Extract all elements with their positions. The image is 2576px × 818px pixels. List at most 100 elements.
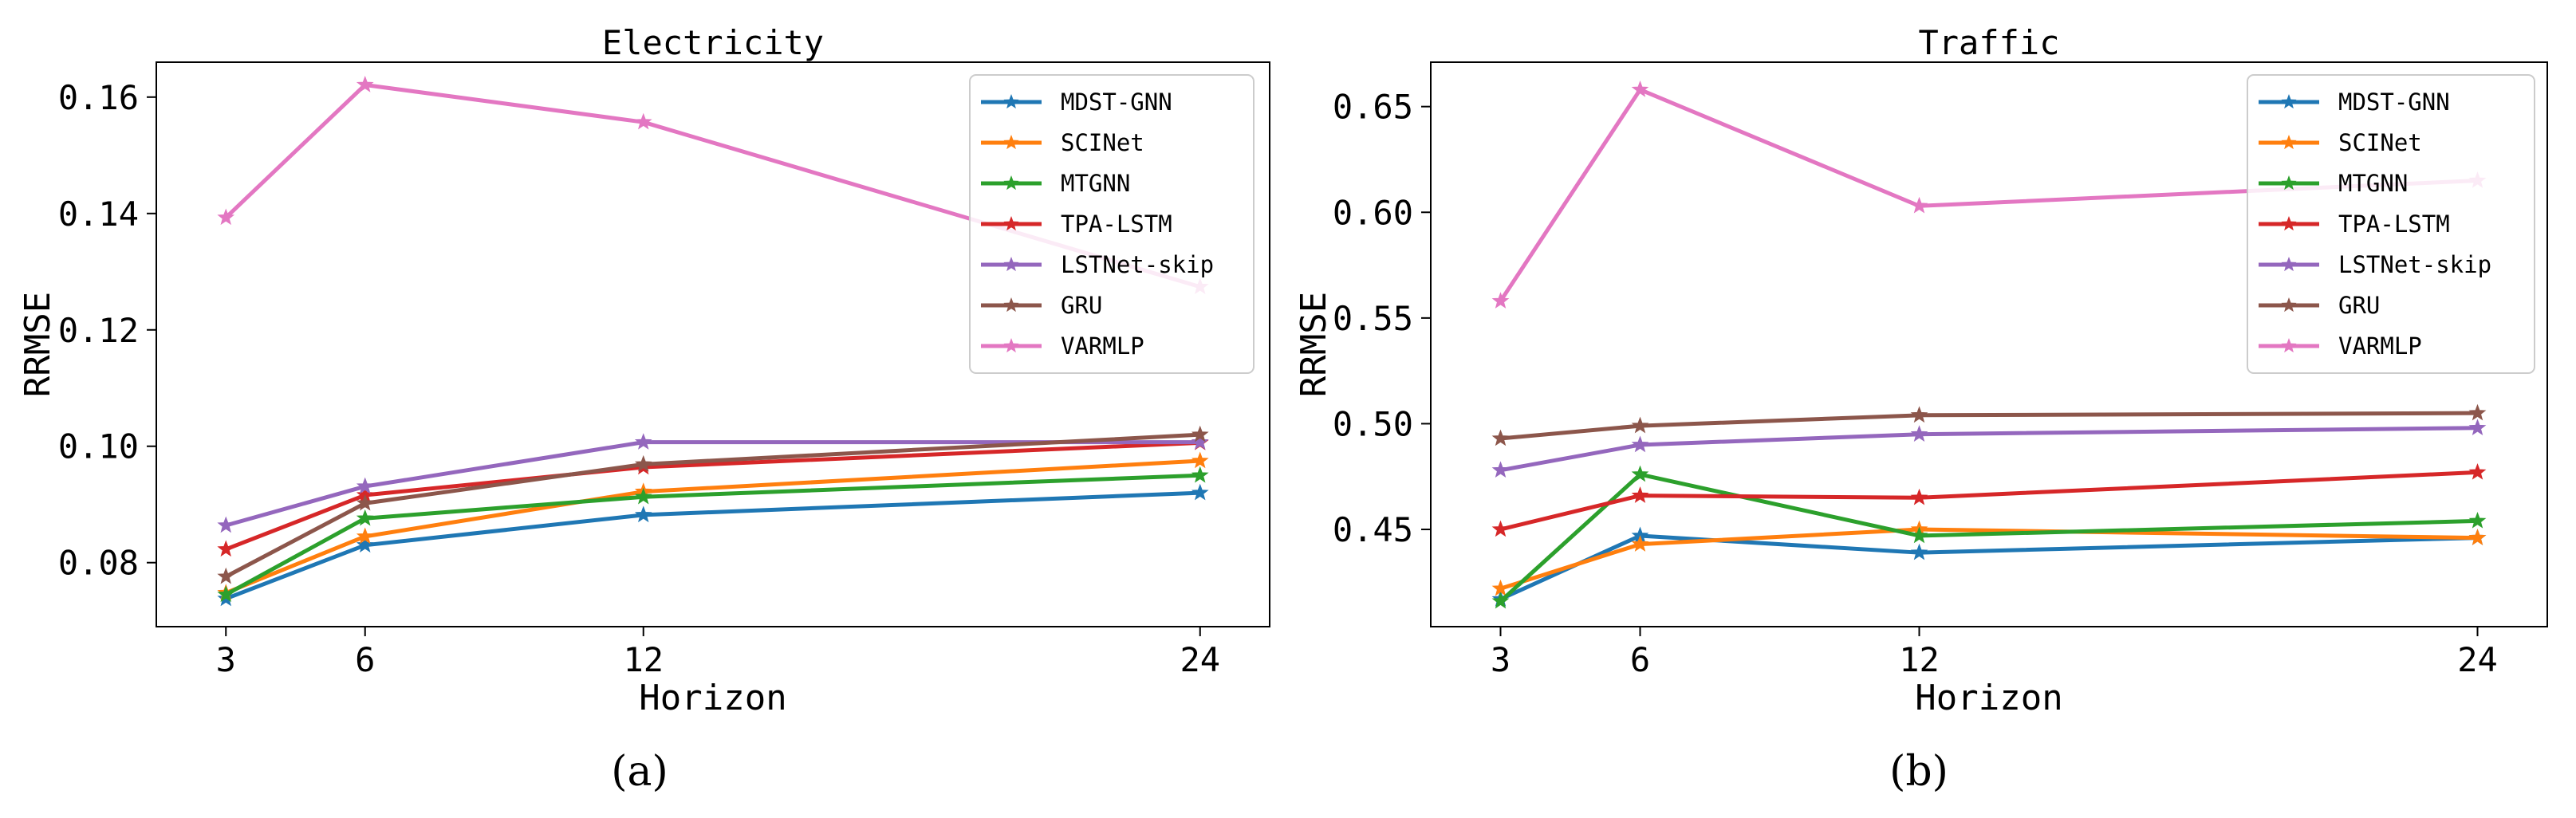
electricity-data-point bbox=[217, 567, 235, 584]
electricity-xtick-label: 3 bbox=[216, 640, 236, 679]
traffic-data-point bbox=[1910, 488, 1928, 505]
traffic-data-point bbox=[1491, 292, 1510, 309]
electricity-data-point bbox=[1191, 425, 1209, 442]
electricity-series-line bbox=[225, 440, 1200, 552]
electricity-data-point bbox=[356, 527, 374, 545]
traffic-data-point bbox=[1910, 543, 1928, 560]
traffic-xtick-label: 3 bbox=[1491, 640, 1511, 679]
traffic-data-point bbox=[1631, 486, 1649, 503]
traffic-legend-marker bbox=[2281, 216, 2297, 231]
electricity-data-point bbox=[217, 208, 235, 226]
electricity-xlabel: Horizon bbox=[639, 678, 786, 718]
electricity-legend-marker bbox=[1003, 216, 1019, 231]
traffic-data-point bbox=[1910, 425, 1928, 442]
electricity-data-point bbox=[634, 454, 652, 472]
electricity-ytick-label: 0.08 bbox=[58, 544, 139, 583]
traffic-series-line bbox=[1500, 411, 2478, 441]
traffic-ytick-label: 0.55 bbox=[1333, 299, 1413, 338]
traffic-data-point bbox=[1910, 406, 1928, 423]
electricity-series-line bbox=[224, 82, 1201, 289]
electricity-ytick-label: 0.16 bbox=[58, 78, 139, 117]
traffic-ytick-label: 0.50 bbox=[1333, 404, 1413, 443]
traffic-legend: MDST-GNN SCINet MTGNN TPA-LSTM LSTNet-skip GR… bbox=[2247, 74, 2535, 374]
traffic-title: Traffic bbox=[1918, 23, 2059, 62]
electricity-series-line bbox=[225, 473, 1200, 597]
electricity-data-point bbox=[634, 112, 652, 130]
electricity-data-point bbox=[634, 505, 652, 523]
traffic-series-line bbox=[1499, 87, 2478, 303]
electricity-ytick-label: 0.10 bbox=[58, 427, 139, 466]
electricity-data-point bbox=[1191, 433, 1209, 450]
electricity-legend-label: MDST-GNN bbox=[1061, 88, 1172, 116]
traffic-legend-label: SCINet bbox=[2338, 129, 2422, 156]
electricity-plot-area bbox=[156, 61, 1270, 627]
electricity-chart: Electricity 0.08 0.10 0.12 0.14 0.16 3 6 12 24 Hor… bbox=[18, 23, 1270, 796]
electricity-legend-marker bbox=[1003, 94, 1019, 109]
traffic-ytick-label: 0.60 bbox=[1333, 193, 1413, 232]
electricity-data-point bbox=[1191, 483, 1209, 501]
electricity-title: Electricity bbox=[602, 23, 824, 62]
traffic-data-point bbox=[2468, 529, 2487, 545]
electricity-legend-box bbox=[969, 74, 1255, 374]
traffic-legend-label: LSTNet-skip bbox=[2338, 251, 2491, 278]
traffic-ytick-label: 0.65 bbox=[1333, 88, 1413, 127]
electricity-ytick-label: 0.14 bbox=[58, 195, 139, 234]
traffic-xtick-label: 12 bbox=[1899, 640, 1940, 679]
electricity-series-scinet bbox=[217, 451, 1209, 600]
traffic-legend-label: TPA-LSTM bbox=[2338, 210, 2450, 238]
electricity-data-point bbox=[356, 494, 374, 511]
electricity-ytick-label: 0.12 bbox=[58, 311, 139, 350]
electricity-legend-label: VARMLP bbox=[1061, 332, 1144, 360]
electricity-series-gru bbox=[217, 425, 1209, 584]
traffic-plot-area bbox=[1430, 61, 2548, 627]
traffic-data-point bbox=[1491, 520, 1510, 537]
electricity-legend: MDST-GNN SCINet MTGNN TPA-LSTM LSTNet-skip GR… bbox=[969, 74, 1255, 374]
traffic-data-point bbox=[2468, 419, 2487, 435]
electricity-legend-marker bbox=[1003, 135, 1019, 150]
traffic-data-point bbox=[1910, 196, 1928, 214]
electricity-series-mdst-gnn bbox=[217, 483, 1209, 607]
traffic-legend-label: MDST-GNN bbox=[2338, 88, 2450, 116]
electricity-xtick-label: 6 bbox=[355, 640, 375, 679]
traffic-data-point bbox=[1631, 535, 1649, 552]
electricity-series-line bbox=[225, 440, 1200, 528]
electricity-legend-label: MTGNN bbox=[1061, 170, 1130, 197]
traffic-chart: Traffic 0.45 0.50 0.55 0.60 0.65 3 6 12 24 Horizon… bbox=[1294, 23, 2548, 796]
electricity-legend-marker bbox=[1003, 257, 1019, 272]
traffic-series-lstnet-skip bbox=[1491, 419, 2487, 478]
electricity-series-line bbox=[225, 490, 1200, 601]
traffic-data-point bbox=[2468, 511, 2487, 529]
traffic-legend-marker bbox=[2281, 257, 2297, 272]
traffic-data-point bbox=[1491, 461, 1510, 478]
traffic-series-line bbox=[1499, 527, 2478, 591]
traffic-legend-marker bbox=[2281, 94, 2297, 109]
electricity-legend-label: LSTNet-skip bbox=[1061, 251, 1214, 278]
traffic-xtick-label: 6 bbox=[1630, 640, 1650, 679]
traffic-legend-marker bbox=[2281, 338, 2297, 353]
traffic-legend-marker bbox=[2281, 135, 2297, 150]
electricity-xtick-label: 12 bbox=[623, 640, 664, 679]
traffic-series-line bbox=[1500, 426, 2478, 473]
electricity-ylabel: RRMSE bbox=[18, 292, 58, 397]
electricity-legend-label: TPA-LSTM bbox=[1061, 210, 1172, 238]
electricity-legend-marker bbox=[1003, 175, 1019, 191]
electricity-legend-marker bbox=[1003, 297, 1019, 313]
electricity-legend-label: SCINet bbox=[1061, 129, 1144, 156]
traffic-data-point bbox=[1631, 81, 1649, 97]
traffic-caption: (b) bbox=[1889, 748, 1948, 796]
electricity-data-point bbox=[356, 76, 374, 92]
traffic-data-point bbox=[1491, 429, 1510, 446]
electricity-data-point bbox=[217, 516, 235, 533]
electricity-data-point bbox=[634, 487, 652, 505]
traffic-data-point bbox=[1491, 579, 1510, 596]
traffic-data-point bbox=[1631, 465, 1649, 482]
traffic-legend-marker bbox=[2281, 297, 2297, 313]
traffic-data-point bbox=[2468, 463, 2487, 480]
traffic-ylabel: RRMSE bbox=[1294, 292, 1334, 397]
traffic-data-point bbox=[1631, 435, 1649, 453]
electricity-series-lstnet-skip bbox=[217, 433, 1209, 533]
electricity-caption: (a) bbox=[611, 748, 668, 796]
traffic-series-gru bbox=[1491, 403, 2487, 446]
traffic-data-point bbox=[2468, 403, 2487, 421]
